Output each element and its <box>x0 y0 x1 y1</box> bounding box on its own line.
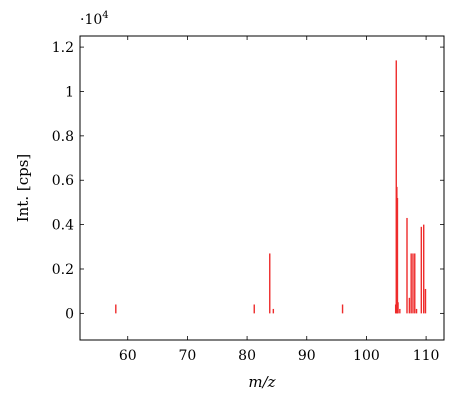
spectrum-peak <box>424 288 427 314</box>
spectrum-peak <box>414 253 416 314</box>
spectrum-peak <box>420 226 423 314</box>
spectrum-peak <box>423 224 425 314</box>
y-multiplier-exponent: 4 <box>102 10 108 21</box>
spectrum-peak <box>410 253 412 314</box>
x-tick-label: 100 <box>353 348 380 364</box>
spectrum-peak <box>415 308 418 314</box>
spectrum-peak <box>253 304 255 314</box>
y-tick-label: 0.2 <box>52 262 74 278</box>
x-tick-label: 60 <box>119 348 137 364</box>
y-axis: 0 0.2 0.4 0.6 0.8 1 1.2 <box>52 40 444 322</box>
spectrum-peak <box>395 60 397 314</box>
spectrum-peak <box>269 253 271 314</box>
plot-marks <box>115 60 427 314</box>
spectrum-peak <box>341 304 344 314</box>
spectrum-peak <box>406 217 408 314</box>
x-axis-label: m/z <box>248 373 275 391</box>
y-tick-label: 1 <box>65 84 74 100</box>
y-tick-label: 0.6 <box>52 173 74 189</box>
spectrum-peak <box>272 308 275 314</box>
spectrum-peak <box>396 197 399 314</box>
y-axis-label: Int. [cps] <box>14 154 32 223</box>
y-tick-label: 0 <box>65 306 74 322</box>
spectrum-peak <box>408 297 411 314</box>
x-tick-label: 80 <box>238 348 256 364</box>
y-multiplier-base: ·10 <box>80 12 102 28</box>
y-multiplier-label: ·104 <box>80 10 109 28</box>
x-tick-label: 70 <box>178 348 196 364</box>
x-tick-label: 90 <box>298 348 316 364</box>
y-tick-label: 0.4 <box>52 218 74 234</box>
x-axis: 60 70 80 90 100 110 <box>119 36 440 364</box>
spectrum-peak <box>397 302 399 314</box>
y-tick-label: 0.8 <box>52 129 74 145</box>
spectrum-peak <box>115 304 117 314</box>
y-tick-label: 1.2 <box>52 40 74 56</box>
plot-frame <box>79 35 445 341</box>
x-tick-label: 110 <box>413 348 440 364</box>
spectrum-peak <box>412 253 414 314</box>
spectrum-peak <box>399 308 401 314</box>
